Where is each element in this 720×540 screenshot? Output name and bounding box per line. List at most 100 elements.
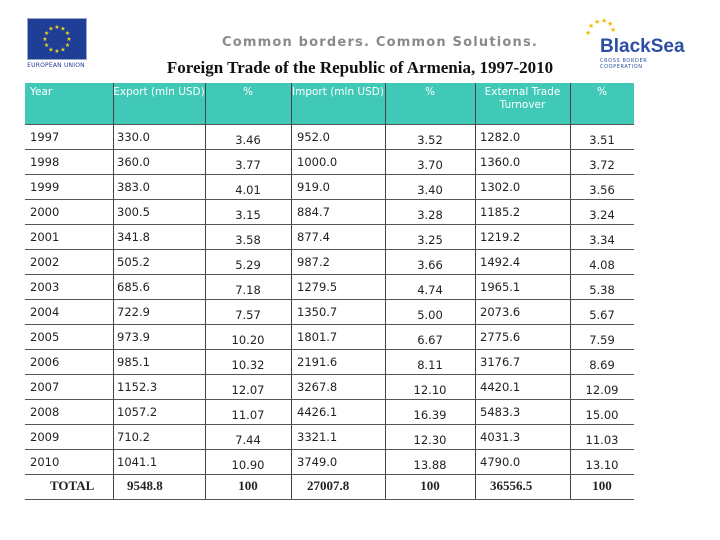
cell-export: 330.0 — [117, 130, 150, 144]
cell-export: 1057.2 — [117, 405, 158, 419]
cell-turnover_pct: 3.56 — [589, 183, 615, 197]
svg-text:★: ★ — [44, 42, 49, 49]
row-divider — [25, 174, 634, 175]
row-divider — [25, 374, 634, 375]
column-divider — [570, 83, 571, 499]
row-divider — [25, 199, 634, 200]
cell-export_pct: 4.01 — [235, 183, 261, 197]
svg-text:★: ★ — [585, 29, 591, 37]
cell-export_pct: 5.29 — [235, 258, 261, 272]
row-divider — [25, 274, 634, 275]
cell-export: 722.9 — [117, 305, 150, 319]
column-divider — [291, 83, 292, 499]
svg-text:★: ★ — [44, 30, 49, 37]
cell-year: 2002 — [30, 255, 60, 269]
cell-export_pct: 10.32 — [231, 358, 265, 372]
logo-wordmark: BlackSea — [600, 36, 685, 57]
row-divider — [25, 224, 634, 225]
row-divider — [25, 324, 634, 325]
cell-year: 2003 — [30, 280, 60, 294]
cell-turnover: 1219.2 — [480, 230, 521, 244]
column-divider — [205, 83, 206, 499]
trade-table: Year Export (mln USD)% Import (mln USD)% Ex… — [25, 83, 634, 500]
svg-text:★: ★ — [54, 48, 59, 55]
cell-turnover_pct: 3.72 — [589, 158, 615, 172]
cell-export_pct: 7.44 — [235, 433, 261, 447]
cell-year: 1998 — [30, 155, 60, 169]
cell-import: 3267.8 — [297, 380, 338, 394]
row-divider — [25, 449, 634, 450]
cell-import: 27007.8 — [307, 478, 350, 493]
cell-import: 884.7 — [297, 205, 330, 219]
cell-export_pct: 12.07 — [231, 383, 265, 397]
cell-import_pct: 16.39 — [413, 408, 447, 422]
cell-export: 9548.8 — [127, 478, 163, 493]
cell-turnover_pct: 12.09 — [585, 383, 619, 397]
row-divider — [25, 249, 634, 250]
cell-turnover_pct: 15.00 — [585, 408, 619, 422]
row-divider — [25, 149, 634, 150]
cell-turnover: 3176.7 — [480, 355, 521, 369]
cell-import_pct: 8.11 — [417, 358, 443, 372]
cell-import_pct: 4.74 — [417, 283, 443, 297]
cell-year: TOTAL — [50, 478, 95, 493]
svg-text:★: ★ — [65, 30, 70, 37]
cell-turnover: 1965.1 — [480, 280, 521, 294]
svg-text:★: ★ — [42, 36, 47, 43]
cell-import_pct: 3.70 — [417, 158, 443, 172]
cell-turnover: 36556.5 — [490, 478, 533, 493]
cell-year: 2005 — [30, 330, 60, 344]
cell-export_pct: 11.07 — [231, 408, 265, 422]
cell-turnover: 4420.1 — [480, 380, 521, 394]
cell-import_pct: 3.66 — [417, 258, 443, 272]
svg-text:★: ★ — [60, 26, 65, 33]
black-sea-logo: ★ ★ ★ ★ ★ ★ BlackSea CROSS BORDER COOPERATIO… — [578, 10, 698, 82]
cell-export_pct: 7.57 — [235, 308, 261, 322]
cell-import_pct: 3.25 — [417, 233, 443, 247]
cell-turnover_pct: 7.59 — [589, 333, 615, 347]
column-header-3: Import (mln USD) — [292, 86, 384, 98]
cell-year: 1999 — [30, 180, 60, 194]
cell-import: 919.0 — [297, 180, 330, 194]
cell-turnover: 1282.0 — [480, 130, 521, 144]
cell-turnover: 1185.2 — [480, 205, 521, 219]
cell-import: 877.4 — [297, 230, 330, 244]
cell-turnover_pct: 13.10 — [585, 458, 619, 472]
page-header: ★ ★ ★ ★ ★ ★ ★ ★ ★ ★ ★ ★ EUROPEAN UNION C… — [0, 0, 720, 86]
cell-import_pct: 3.40 — [417, 183, 443, 197]
cell-import: 3321.1 — [297, 430, 338, 444]
cell-export_pct: 100 — [238, 478, 258, 493]
cell-year: 2010 — [30, 455, 60, 469]
cell-export: 1152.3 — [117, 380, 158, 394]
svg-text:★: ★ — [48, 26, 53, 33]
tagline: Common borders. Common Solutions. — [222, 35, 539, 50]
column-header-0: Year — [30, 86, 53, 98]
cell-turnover: 1492.4 — [480, 255, 521, 269]
cell-turnover_pct: 5.38 — [589, 283, 615, 297]
cell-turnover_pct: 8.69 — [589, 358, 615, 372]
svg-text:★: ★ — [48, 46, 53, 53]
column-divider — [385, 83, 386, 499]
cell-export: 360.0 — [117, 155, 150, 169]
cell-import: 1801.7 — [297, 330, 338, 344]
cell-import: 3749.0 — [297, 455, 338, 469]
svg-text:★: ★ — [601, 17, 607, 25]
logo-subtitle: CROSS BORDER COOPERATION — [600, 58, 648, 70]
column-header-1: Export (mln USD) — [113, 86, 205, 98]
cell-turnover_pct: 3.51 — [589, 133, 615, 147]
cell-export_pct: 7.18 — [235, 283, 261, 297]
column-divider — [475, 83, 476, 499]
svg-text:★: ★ — [607, 20, 613, 28]
cell-turnover: 5483.3 — [480, 405, 521, 419]
svg-text:★: ★ — [54, 24, 59, 31]
cell-turnover: 2775.6 — [480, 330, 521, 344]
row-divider — [25, 299, 634, 300]
cell-import: 1000.0 — [297, 155, 338, 169]
cell-turnover: 1302.0 — [480, 180, 521, 194]
cell-export_pct: 3.77 — [235, 158, 261, 172]
cell-import: 2191.6 — [297, 355, 338, 369]
cell-turnover_pct: 4.08 — [589, 258, 615, 272]
svg-text:★: ★ — [610, 26, 616, 34]
column-header-4: % — [425, 86, 435, 98]
cell-export_pct: 3.15 — [235, 208, 261, 222]
